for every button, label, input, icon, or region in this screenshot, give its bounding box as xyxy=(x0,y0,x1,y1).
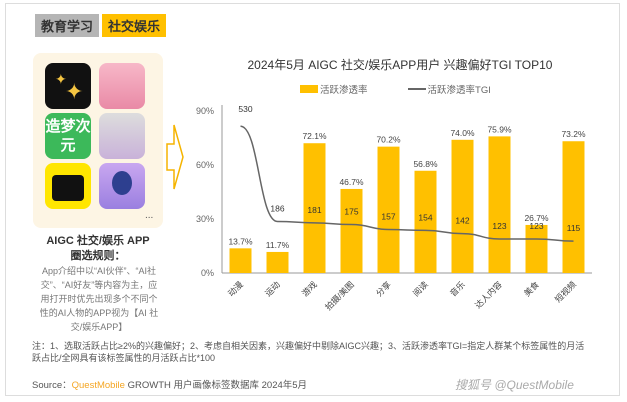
bar-value-label: 46.7% xyxy=(339,177,364,187)
bar-value-label: 11.7% xyxy=(266,240,290,250)
x-tick-label: 游戏 xyxy=(300,279,319,298)
watermark: 搜狐号 @QuestMobile xyxy=(455,378,574,392)
chart: 0% 30% 60% 90% 13.7% 动漫 11.7% 运动 72.1% 游戏 46.7% 拍摄/… xyxy=(196,104,592,312)
zaomeng-app-icon: 造梦次元 xyxy=(45,113,91,159)
x-tick-label: 音乐 xyxy=(448,279,467,298)
y-tick-label: 30% xyxy=(196,214,214,224)
y-tick-label: 90% xyxy=(196,106,214,116)
frame xyxy=(5,3,620,396)
x-tick-label: 美食 xyxy=(522,279,541,298)
chart-title: 2024年5月 AIGC 社交/娱乐APP用户 兴趣偏好TGI TOP10 xyxy=(247,58,553,72)
source-brand[interactable]: QuestMobile xyxy=(71,380,125,391)
source-rest: GROWTH 用户画像标签数据库 2024年5月 xyxy=(127,380,308,391)
x-tick-label: 短视频 xyxy=(553,279,578,304)
bar xyxy=(488,136,511,273)
bar-value-label: 74.0% xyxy=(450,128,475,138)
bar-value-label: 73.2% xyxy=(561,129,586,139)
bar-value-label: 13.7% xyxy=(228,236,253,246)
source: Source：QuestMobile GROWTH 用户画像标签数据库 2024… xyxy=(32,377,307,391)
bar-value-label: 72.1% xyxy=(302,131,327,141)
tgi-value-label: 157 xyxy=(381,212,395,222)
bar xyxy=(414,170,437,273)
bar xyxy=(229,248,252,273)
bar xyxy=(451,139,474,273)
anime-girl-app-icon xyxy=(99,63,145,109)
bar xyxy=(340,188,363,273)
tgi-value-label: 123 xyxy=(492,221,506,231)
rule-title-line2: 圈选规则： xyxy=(70,250,126,262)
x-tick-label: 阅读 xyxy=(411,279,430,298)
tgi-value-label: 530 xyxy=(238,104,252,114)
bar-value-label: 75.9% xyxy=(487,124,512,134)
x-tick-label: 达人内容 xyxy=(473,279,504,310)
tgi-line xyxy=(240,125,574,242)
tgi-value-label: 175 xyxy=(344,207,358,217)
bar xyxy=(562,141,585,273)
tab-social[interactable]: 社交娱乐 xyxy=(102,14,167,37)
x-tick-label: 动漫 xyxy=(226,279,245,298)
bar-value-label: 56.8% xyxy=(413,159,438,169)
rule-title: AIGC 社交/娱乐 APP 圈选规则： xyxy=(33,234,163,264)
tgi-value-label: 142 xyxy=(455,216,469,226)
black-cat-app-icon xyxy=(45,163,91,209)
bar xyxy=(377,146,400,273)
footnote: 注：1、选取活跃占比≥2%的兴趣偏好；2、考虑自相关因素，兴趣偏好中剔除AIGC… xyxy=(32,341,585,363)
bar-value-label: 26.7% xyxy=(524,213,549,223)
bar-value-label: 70.2% xyxy=(376,135,401,145)
rule-description: App介绍中以“AI伙伴”、“AI社交”、“AI好友”等内容为主，应用打开时优先… xyxy=(39,266,159,332)
tgi-value-label: 181 xyxy=(307,205,321,215)
tab-education[interactable]: 教育学习 xyxy=(35,14,100,37)
tgi-value-label: 115 xyxy=(567,223,581,233)
app-icons-card: ✦ ✦ 造梦次元 ... xyxy=(33,53,163,228)
x-tick-label: 分享 xyxy=(374,279,393,298)
x-tick-label: 运动 xyxy=(263,279,282,298)
x-tick-label: 拍摄/美图 xyxy=(323,279,356,312)
tgi-value-label: 123 xyxy=(529,221,543,231)
tgi-value-label: 186 xyxy=(270,203,284,213)
bar xyxy=(303,143,326,273)
legend-line: 活跃渗透率TGI xyxy=(407,82,491,96)
arrow-right-icon xyxy=(166,124,184,190)
more-indicator: ... xyxy=(145,210,154,221)
anime-silver-app-icon xyxy=(99,113,145,159)
sparkle-app-icon: ✦ ✦ xyxy=(45,63,91,109)
bar xyxy=(525,224,548,273)
tgi-value-label: 154 xyxy=(418,212,432,222)
rule-title-line1: AIGC 社交/娱乐 APP xyxy=(46,235,150,247)
avatar-girl-app-icon xyxy=(99,163,145,209)
legend-bar: 活跃渗透率 xyxy=(300,82,368,96)
category-tabs: 教育学习 社交娱乐 xyxy=(35,14,167,37)
source-prefix: Source： xyxy=(32,380,72,391)
y-tick-label: 60% xyxy=(196,160,214,170)
bar xyxy=(266,251,289,273)
legend: 活跃渗透率 活跃渗透率TGI xyxy=(300,82,491,96)
y-tick-label: 0% xyxy=(201,268,214,278)
